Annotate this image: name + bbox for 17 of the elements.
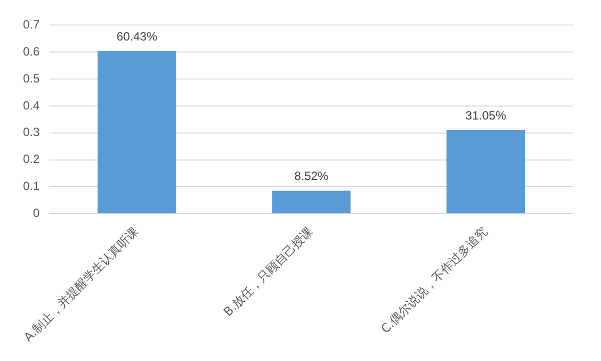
y-tick-label: 0.1 [22, 179, 40, 194]
data-label: 60.43% [116, 29, 158, 44]
bar [98, 50, 176, 214]
y-tick-label: 0.5 [22, 71, 40, 86]
data-label: 31.05% [465, 108, 506, 122]
x-tick-label: C.偶尔说说，不作过多追究 [378, 224, 490, 336]
bar [272, 190, 351, 214]
y-tick-label: 0.3 [22, 125, 40, 140]
bar [446, 130, 526, 214]
y-tick-label: 0.7 [22, 18, 40, 32]
y-tick-label: 0.6 [22, 44, 40, 58]
data-label: 8.52% [294, 169, 329, 184]
y-tick-label: 0.2 [22, 152, 40, 166]
x-tick-label: A.制止，并提醒学生认真听课 [21, 224, 142, 344]
y-tick-label: 0.4 [22, 98, 40, 112]
y-tick-label: 0 [32, 206, 40, 220]
x-tick-label: B.放任，只顾自己授课 [220, 224, 316, 319]
